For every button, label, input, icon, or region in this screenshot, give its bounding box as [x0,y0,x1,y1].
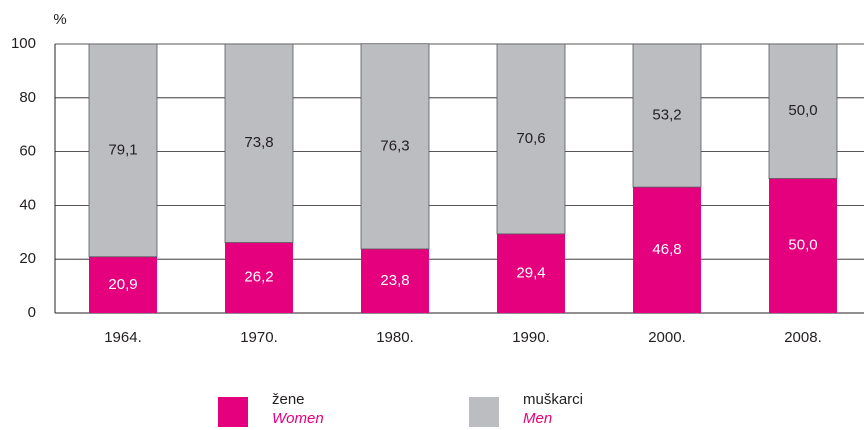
bar-segment [88,43,158,258]
value-label: 76,3 [380,137,409,154]
bar-segment [496,43,566,235]
bar-segment [89,256,157,313]
value-label: 50,0 [788,237,817,254]
value-label: 50,0 [788,102,817,119]
bar-segment [633,187,701,313]
x-tick-label: 1964. [104,329,142,346]
value-label: 26,2 [244,269,273,286]
legend-label: žene [272,391,305,408]
y-tick-label: 100 [11,35,36,52]
value-label: 20,9 [108,276,137,293]
bar-segment [769,178,837,313]
bar-segment [768,43,838,179]
value-label: 23,8 [380,272,409,289]
y-tick-label: 40 [19,196,36,213]
y-tick-label: 0 [28,304,36,321]
value-label: 29,4 [516,264,545,281]
x-tick-label: 2008. [784,329,822,346]
x-tick-label: 2000. [648,329,686,346]
x-tick-label: 1980. [376,329,414,346]
bar-segment [361,248,429,313]
legend-label-en: Women [272,410,324,427]
x-tick-label: 1990. [512,329,550,346]
value-label: 73,8 [244,134,273,151]
legend-label-en: Men [523,410,552,427]
x-tick-label: 1970. [240,329,278,346]
value-label: 70,6 [516,130,545,147]
y-tick-label: 80 [19,89,36,106]
y-tick-label: 60 [19,143,36,160]
bar-segment [224,43,294,243]
bar-segment [360,43,430,250]
y-tick-label: 20 [19,250,36,267]
legend-swatch [469,397,499,427]
bar-segment [497,233,565,313]
y-axis-label: % [53,11,66,28]
value-label: 53,2 [652,107,681,124]
legend-swatch [218,397,248,427]
legend-label: muškarci [523,391,583,408]
value-label: 79,1 [108,141,137,158]
bar-segment [632,43,702,188]
bar-segment [225,242,293,313]
value-label: 46,8 [652,241,681,258]
